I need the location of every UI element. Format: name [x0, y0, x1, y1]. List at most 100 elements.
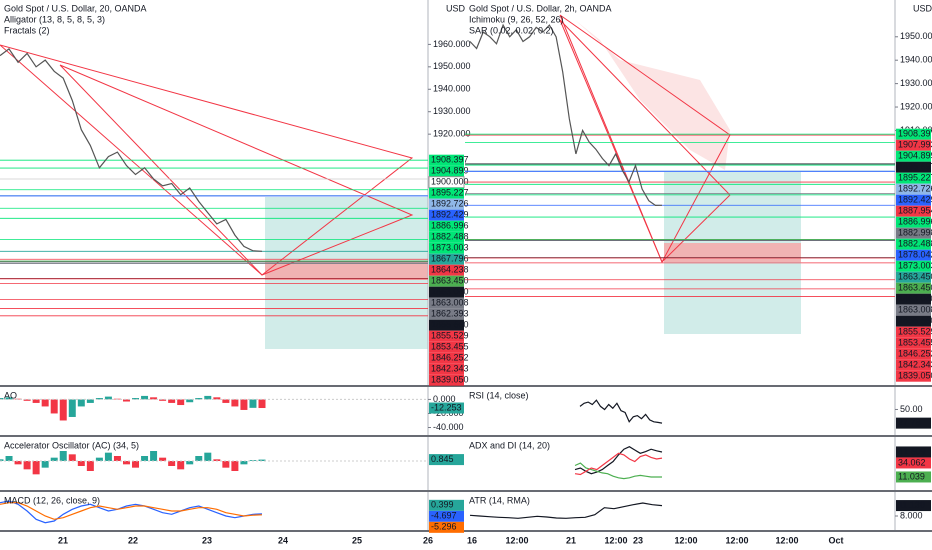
price-badge-label: 1882.998 — [898, 228, 932, 238]
price-badge-label: 1855.529 — [898, 327, 932, 337]
histogram-bar — [186, 461, 194, 465]
stop-box — [664, 243, 801, 262]
price-badge — [429, 253, 464, 265]
time-label: 22 — [128, 535, 138, 545]
price-badge-label: 1839.050 — [431, 375, 469, 385]
price-badge-label: 1873.003 — [431, 243, 469, 253]
pane-title: RSI (14, close) — [469, 390, 529, 400]
histogram-bar — [249, 399, 257, 408]
histogram-bar — [77, 461, 85, 466]
time-label: 16 — [467, 535, 477, 545]
price-badge-label: -5.296 — [431, 522, 457, 532]
price-badge — [896, 457, 931, 469]
histogram-bar — [68, 454, 76, 461]
price-badge — [896, 417, 931, 429]
price-badge-label: 1904.899 — [431, 166, 469, 176]
histogram-bar — [14, 461, 22, 465]
price-badge — [896, 293, 931, 305]
price-badge — [429, 297, 464, 309]
histogram-bar — [132, 461, 140, 468]
price-badge-label: 1864.238 — [431, 265, 469, 275]
histogram-bar — [113, 456, 121, 461]
price-badge — [429, 165, 464, 177]
pattern-lines — [559, 19, 731, 263]
price-badge-label: 1863.450 — [431, 276, 469, 286]
histogram-bar — [122, 399, 130, 402]
indicator-line — [574, 452, 663, 476]
price-badge — [429, 308, 464, 320]
price-badge-label: 1873.003 — [898, 261, 932, 271]
histogram-bar — [168, 461, 176, 466]
pane-title: AO — [4, 390, 17, 400]
time-label: 12:00 — [674, 535, 697, 545]
price-badge-label: 1839.050 — [898, 371, 932, 381]
histogram-bar — [14, 398, 22, 400]
price-badge-label: 1882.488 — [431, 232, 469, 242]
price-badge — [429, 510, 464, 522]
price-badge-label: 1853.455 — [898, 338, 932, 348]
histogram-bar — [59, 399, 67, 421]
pane-title: ADX and DI (14, 20) — [469, 440, 550, 450]
y-tick-label: 1930.000 — [433, 106, 471, 116]
histogram-bar — [132, 398, 140, 400]
price-badge — [896, 359, 931, 371]
price-line — [0, 48, 263, 252]
price-badge — [896, 271, 931, 283]
price-badge-label: 1886.996 — [431, 221, 469, 231]
y-tick-label: 1940.000 — [433, 84, 471, 94]
stop-box — [265, 262, 428, 280]
price-badge-label: 1895.227 — [431, 188, 469, 198]
price-badge-label: 1863.008 — [898, 305, 932, 315]
histogram-bar — [141, 395, 149, 400]
price-badge — [896, 161, 931, 173]
histogram-bar — [141, 456, 149, 461]
price-badge-label: 1887.954 — [898, 206, 932, 216]
price-badge-label: 1904.899 — [898, 151, 932, 161]
pane-title: Accelerator Oscillator (AC) (34, 5) — [4, 440, 139, 450]
price-badge — [896, 216, 931, 228]
histogram-bar — [104, 396, 112, 400]
indicator-line — [574, 446, 663, 475]
price-badge — [429, 363, 464, 375]
price-badge-label: 1867.796 — [431, 254, 469, 264]
histogram-bar — [204, 452, 212, 461]
price-badge — [896, 139, 931, 151]
histogram-bar — [195, 456, 203, 461]
y-tick-label: 1950.000 — [433, 61, 471, 71]
pane-subtitle: Fractals (2) — [4, 25, 50, 35]
price-badge-label: 27.78 — [898, 418, 921, 428]
price-badge-label: 1842.343 — [898, 360, 932, 370]
price-badge-label: 1892.726 — [431, 199, 469, 209]
time-label: 23 — [202, 535, 212, 545]
histogram-bar — [204, 395, 212, 400]
histogram-bar — [159, 457, 167, 461]
time-label: 25 — [352, 535, 362, 545]
histogram-bar — [222, 461, 230, 468]
price-badge — [429, 187, 464, 199]
histogram-bar — [177, 399, 185, 406]
price-badge-label: 1862.393 — [431, 309, 469, 319]
price-badge-label: 1863.450 — [898, 272, 932, 282]
histogram-bar — [240, 461, 248, 465]
time-label: 23 — [633, 535, 643, 545]
histogram-bar — [258, 459, 266, 461]
y-tick-label: 8.000 — [900, 510, 923, 520]
price-badge — [429, 521, 464, 533]
price-badge — [429, 286, 464, 298]
histogram-bar — [23, 461, 31, 470]
price-badge-label: 1842.343 — [431, 364, 469, 374]
histogram-bar — [5, 456, 13, 461]
histogram-bar — [95, 398, 103, 400]
histogram-bar — [168, 399, 176, 403]
histogram-bar — [104, 452, 112, 461]
histogram-bar — [0, 398, 4, 400]
price-badge — [429, 220, 464, 232]
histogram-bar — [213, 397, 221, 400]
price-badge-label: 0.399 — [431, 500, 454, 510]
price-badge-label: 1853.455 — [431, 342, 469, 352]
price-badge — [896, 304, 931, 316]
price-badge-label: -4.697 — [431, 511, 457, 521]
price-badge — [429, 319, 464, 331]
time-label: 26 — [423, 535, 433, 545]
